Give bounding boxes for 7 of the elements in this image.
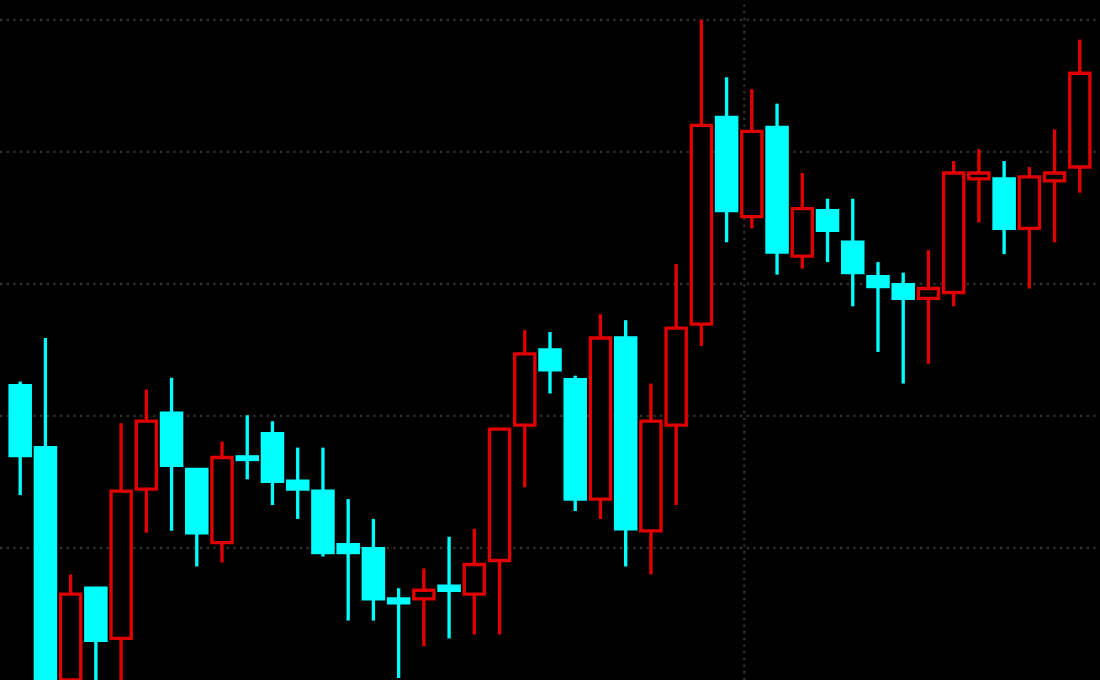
candlestick bbox=[412, 566, 436, 648]
candlestick bbox=[538, 330, 562, 396]
candlestick bbox=[815, 197, 840, 264]
candlestick bbox=[840, 197, 865, 308]
candlestick bbox=[462, 527, 487, 637]
candlestick bbox=[437, 535, 461, 641]
candlestick bbox=[790, 171, 815, 271]
